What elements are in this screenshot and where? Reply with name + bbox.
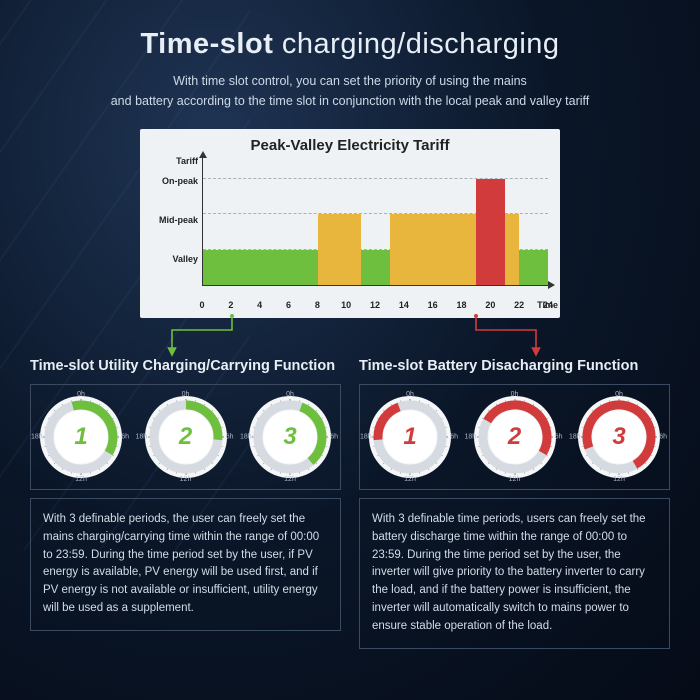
clock-dial: 10h6h12h18h <box>37 393 125 481</box>
x-tick: 10 <box>341 300 351 310</box>
dial-hour-label: 18h <box>31 434 43 441</box>
right-column: Time-slot Battery Disacharging Function … <box>359 358 670 649</box>
tariff-bar <box>519 250 548 285</box>
dial-hour-label: 12h <box>613 476 625 483</box>
left-desc: With 3 definable periods, the user can f… <box>30 498 341 631</box>
x-tick: 8 <box>315 300 320 310</box>
page-subtitle: With time slot control, you can set the … <box>30 71 670 111</box>
tariff-bar <box>318 214 361 285</box>
dial-hour-label: 6h <box>450 434 458 441</box>
left-column: Time-slot Utility Charging/Carrying Func… <box>30 358 341 649</box>
clock-dial: 20h6h12h18h <box>142 393 230 481</box>
tariff-chart: Peak-Valley Electricity Tariff Tariff On… <box>140 129 560 318</box>
dial-hour-label: 18h <box>569 434 581 441</box>
dial-hour-label: 6h <box>555 434 563 441</box>
dial-hour-label: 12h <box>284 476 296 483</box>
dial-hour-label: 6h <box>226 434 234 441</box>
connector-arrow <box>172 316 292 363</box>
dial-hour-label: 12h <box>180 476 192 483</box>
tariff-bar <box>203 250 318 285</box>
tariff-bar <box>505 214 519 285</box>
chart-title: Peak-Valley Electricity Tariff <box>152 137 548 154</box>
right-dials: 10h6h12h18h 20h6h12h18h 30h6h12h18h <box>359 384 670 490</box>
dial-hour-label: 0h <box>77 391 85 398</box>
y-axis-label: Tariff <box>176 156 198 166</box>
dial-hour-label: 18h <box>360 434 372 441</box>
page-title: Time-slot charging/discharging <box>30 28 670 61</box>
dial-hour-label: 18h <box>136 434 148 441</box>
clock-dial: 30h6h12h18h <box>575 393 663 481</box>
x-tick: 14 <box>399 300 409 310</box>
dial-hour-label: 18h <box>465 434 477 441</box>
tariff-bar <box>476 179 505 285</box>
x-tick: 16 <box>428 300 438 310</box>
left-dials: 10h6h12h18h 20h6h12h18h 30h6h12h18h <box>30 384 341 490</box>
dial-hour-label: 18h <box>240 434 252 441</box>
dial-hour-label: 6h <box>121 434 129 441</box>
dial-hour-label: 6h <box>330 434 338 441</box>
dial-hour-label: 12h <box>404 476 416 483</box>
y-tick: Valley <box>172 254 198 264</box>
x-tick: 24 <box>543 300 553 310</box>
connector-arrow <box>416 316 536 363</box>
dial-hour-label: 0h <box>511 391 519 398</box>
x-tick: 0 <box>199 300 204 310</box>
dial-hour-label: 0h <box>286 391 294 398</box>
dial-hour-label: 6h <box>659 434 667 441</box>
x-tick: 12 <box>370 300 380 310</box>
y-tick: On-peak <box>162 176 198 186</box>
dial-hour-label: 0h <box>406 391 414 398</box>
dial-hour-label: 0h <box>615 391 623 398</box>
tariff-bar <box>361 250 390 285</box>
dial-hour-label: 12h <box>75 476 87 483</box>
clock-dial: 30h6h12h18h <box>246 393 334 481</box>
x-tick: 6 <box>286 300 291 310</box>
x-tick: 20 <box>485 300 495 310</box>
dial-hour-label: 12h <box>509 476 521 483</box>
x-tick: 22 <box>514 300 524 310</box>
dial-hour-label: 0h <box>182 391 190 398</box>
right-desc: With 3 definable time periods, users can… <box>359 498 670 649</box>
clock-dial: 10h6h12h18h <box>366 393 454 481</box>
tariff-bar <box>390 214 476 285</box>
x-tick: 4 <box>257 300 262 310</box>
clock-dial: 20h6h12h18h <box>471 393 559 481</box>
x-tick: 18 <box>456 300 466 310</box>
x-tick: 2 <box>228 300 233 310</box>
y-tick: Mid-peak <box>159 215 198 225</box>
